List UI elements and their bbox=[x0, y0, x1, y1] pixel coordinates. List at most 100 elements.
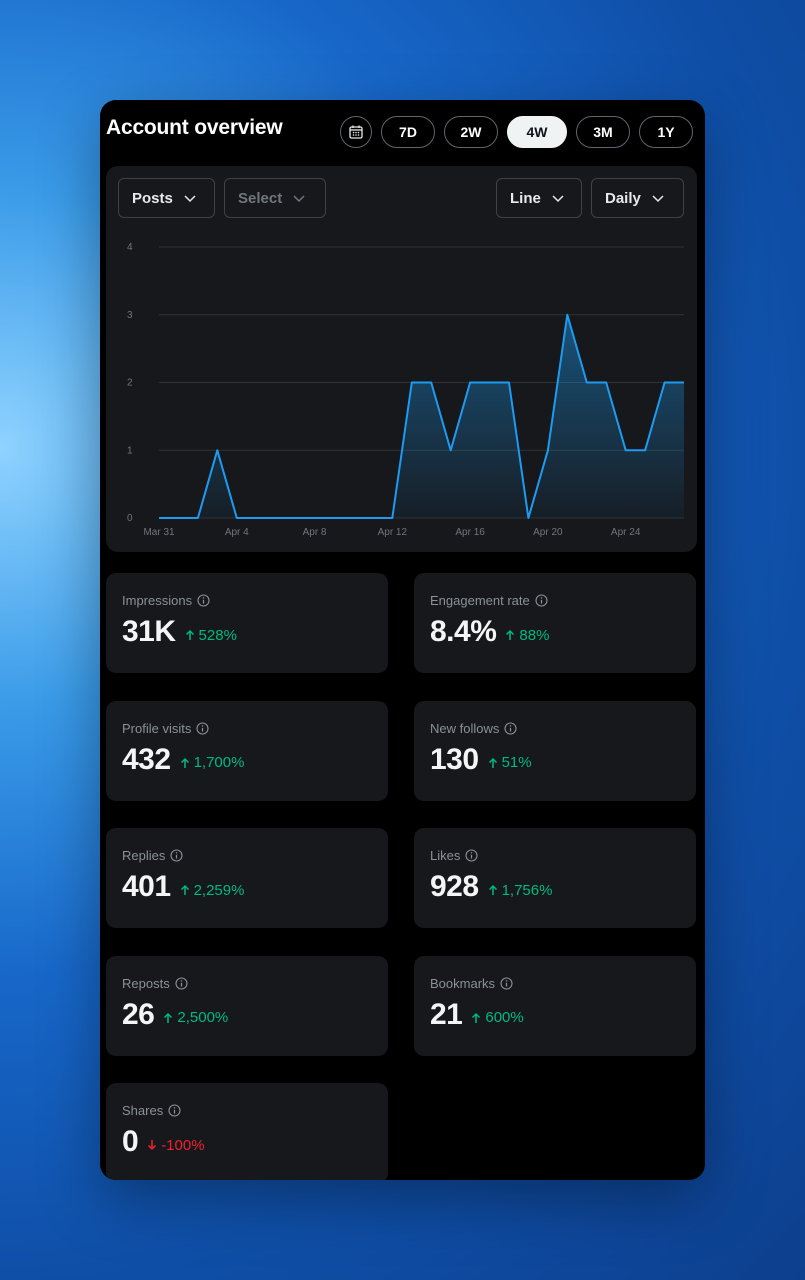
info-icon[interactable] bbox=[196, 721, 209, 735]
posts-line-chart[interactable]: 0 1 2 3 4 Mar 31 Apr 4 Apr 8 Apr 12 Apr 16 Apr 20 A… bbox=[106, 232, 697, 552]
metric-card-engagement-rate[interactable]: Engagement rate 8.4% 88% bbox=[414, 573, 696, 673]
y-tick-label: 3 bbox=[127, 310, 133, 321]
interval-dropdown[interactable]: Daily bbox=[591, 178, 684, 218]
data-point[interactable] bbox=[255, 517, 257, 519]
metric-change-value: 88% bbox=[519, 626, 550, 644]
metric-label-row: Profile visits bbox=[122, 721, 209, 736]
data-point[interactable] bbox=[625, 449, 627, 451]
metric-card-reposts[interactable]: Reposts 26 2,500% bbox=[106, 955, 388, 1056]
x-tick-label: Apr 20 bbox=[533, 527, 563, 538]
data-point[interactable] bbox=[236, 517, 238, 519]
info-icon[interactable] bbox=[168, 1104, 181, 1117]
metric-label-row: New follows bbox=[430, 721, 517, 736]
data-point[interactable] bbox=[644, 449, 646, 451]
calendar-icon bbox=[349, 125, 363, 139]
metric-label-row: Replies bbox=[122, 848, 183, 863]
data-point[interactable] bbox=[333, 517, 335, 519]
metric-change: 600% bbox=[470, 1009, 524, 1026]
data-point[interactable] bbox=[294, 517, 296, 519]
x-tick-label: Apr 4 bbox=[225, 527, 249, 538]
metric-card-new-follows[interactable]: New follows 130 51% bbox=[414, 700, 696, 801]
metric-value: 8.4% bbox=[430, 615, 497, 648]
metric-change-value: 600% bbox=[485, 1009, 524, 1026]
compare-dropdown[interactable]: Select bbox=[224, 178, 326, 218]
chevron-down-icon bbox=[652, 195, 664, 203]
metric-change: 528% bbox=[184, 627, 237, 644]
metric-value: 401 bbox=[122, 870, 171, 903]
interval-dropdown-label: Daily bbox=[605, 189, 641, 207]
chart-type-dropdown[interactable]: Line bbox=[496, 178, 582, 218]
data-point[interactable] bbox=[314, 517, 316, 519]
y-tick-label: 4 bbox=[127, 242, 133, 253]
metric-card-impressions[interactable]: Impressions 31K 528% bbox=[106, 573, 388, 673]
range-1y-button[interactable]: 1Y bbox=[639, 116, 693, 148]
data-point[interactable] bbox=[216, 449, 218, 451]
metric-card-shares[interactable]: Shares 0 -100% bbox=[106, 1083, 388, 1180]
data-point[interactable] bbox=[469, 382, 471, 384]
range-4w-button[interactable]: 4W bbox=[507, 116, 567, 148]
data-point[interactable] bbox=[586, 382, 588, 384]
info-icon[interactable] bbox=[535, 594, 548, 607]
y-tick-label: 1 bbox=[127, 445, 133, 456]
data-point[interactable] bbox=[391, 517, 393, 519]
data-point[interactable] bbox=[372, 517, 374, 519]
data-point[interactable] bbox=[664, 382, 666, 384]
metric-value-row: 928 1,756% bbox=[430, 870, 552, 904]
compare-dropdown-label: Select bbox=[238, 189, 283, 207]
metric-value-row: 31K 528% bbox=[122, 615, 237, 649]
arrow-down-icon bbox=[148, 1140, 157, 1151]
info-icon[interactable] bbox=[465, 849, 478, 862]
metric-card-replies[interactable]: Replies 401 2,259% bbox=[106, 828, 388, 928]
metric-dropdown-label: Posts bbox=[132, 189, 173, 207]
chart-type-dropdown-label: Line bbox=[510, 189, 541, 207]
info-icon[interactable] bbox=[175, 976, 188, 990]
metric-card-profile-visits[interactable]: Profile visits 432 1,700% bbox=[106, 700, 388, 801]
info-icon[interactable] bbox=[500, 976, 513, 990]
metric-change-value: 1,756% bbox=[501, 881, 553, 899]
metric-card-likes[interactable]: Likes 928 1,756% bbox=[414, 828, 696, 928]
data-point[interactable] bbox=[275, 517, 277, 519]
metric-label: Profile visits bbox=[122, 720, 192, 736]
metric-value: 928 bbox=[430, 870, 479, 903]
data-point[interactable] bbox=[197, 517, 199, 519]
data-point[interactable] bbox=[411, 382, 413, 384]
calendar-button[interactable] bbox=[340, 116, 372, 148]
metric-change: 51% bbox=[487, 754, 532, 771]
arrow-up-icon bbox=[180, 884, 189, 895]
data-point[interactable] bbox=[430, 382, 432, 384]
metric-change: 2,259% bbox=[179, 882, 244, 899]
metric-label-row: Shares bbox=[122, 1103, 181, 1118]
range-7d-button[interactable]: 7D bbox=[381, 116, 435, 148]
y-tick-label: 2 bbox=[127, 378, 133, 389]
metric-label: Likes bbox=[430, 848, 461, 863]
data-point[interactable] bbox=[527, 517, 529, 519]
info-icon[interactable] bbox=[197, 594, 210, 607]
info-icon[interactable] bbox=[170, 849, 183, 862]
metric-value-row: 130 51% bbox=[430, 743, 532, 777]
range-3m-button[interactable]: 3M bbox=[576, 116, 630, 148]
data-point[interactable] bbox=[566, 314, 568, 316]
info-icon[interactable] bbox=[504, 721, 517, 735]
data-point[interactable] bbox=[158, 517, 160, 519]
arrow-up-icon bbox=[506, 629, 515, 640]
data-point[interactable] bbox=[547, 449, 549, 451]
data-point[interactable] bbox=[508, 382, 510, 384]
data-point[interactable] bbox=[177, 517, 179, 519]
metric-card-bookmarks[interactable]: Bookmarks 21 600% bbox=[414, 955, 696, 1056]
metric-change-value: 1,700% bbox=[193, 754, 245, 771]
data-point[interactable] bbox=[489, 382, 491, 384]
metric-label: Impressions bbox=[122, 593, 193, 608]
metric-value: 31K bbox=[122, 615, 176, 648]
data-point[interactable] bbox=[352, 517, 354, 519]
arrow-up-icon bbox=[185, 629, 194, 640]
data-point[interactable] bbox=[450, 449, 452, 451]
data-point[interactable] bbox=[605, 382, 607, 384]
metric-dropdown[interactable]: Posts bbox=[118, 178, 215, 218]
metric-change: 1,700% bbox=[179, 754, 245, 771]
arrow-up-icon bbox=[488, 884, 497, 895]
x-tick-label: Apr 12 bbox=[378, 527, 408, 538]
data-point[interactable] bbox=[683, 382, 685, 384]
metric-label: New follows bbox=[430, 720, 500, 736]
metric-change: 1,756% bbox=[487, 881, 553, 899]
range-2w-button[interactable]: 2W bbox=[444, 116, 498, 148]
